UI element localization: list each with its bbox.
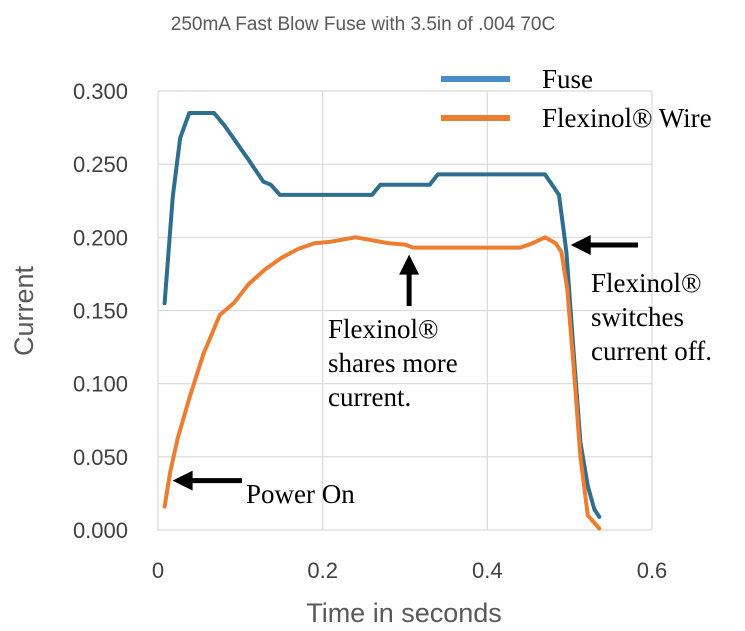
power-on-arrow-head bbox=[172, 470, 193, 491]
chart-title: 250mA Fast Blow Fuse with 3.5in of .004 … bbox=[171, 14, 555, 35]
legend-label-fuse: Fuse bbox=[542, 64, 593, 94]
switches-annotation: Flexinol® switches current off. bbox=[591, 268, 712, 366]
shares-annotation: Flexinol® shares more current. bbox=[328, 314, 458, 412]
series-lines bbox=[162, 111, 602, 531]
switches-annotation-line: Flexinol® bbox=[591, 268, 702, 298]
y-tick-label: 0.050 bbox=[73, 445, 128, 470]
switches-annotation-line: switches bbox=[591, 302, 684, 332]
x-axis-label: Time in seconds bbox=[306, 598, 502, 628]
series-line-fuse bbox=[162, 111, 602, 519]
y-tick-label: 0.250 bbox=[73, 152, 128, 177]
shares-annotation-line: Flexinol® bbox=[328, 314, 439, 344]
y-tick-label: 0.200 bbox=[73, 225, 128, 250]
switches-annotation-line: current off. bbox=[591, 336, 712, 366]
series-line-flexinol-wire bbox=[162, 235, 602, 531]
x-tick-label: 0 bbox=[152, 558, 164, 583]
y-tick-label: 0.000 bbox=[73, 518, 128, 543]
power-on-annotation: Power On bbox=[246, 479, 355, 509]
legend-label-flexinol-wire: Flexinol® Wire bbox=[542, 103, 712, 133]
power-on-annotation-line: Power On bbox=[246, 479, 355, 509]
shares-arrow-head bbox=[399, 254, 420, 275]
legend: Fuse Flexinol® Wire bbox=[441, 64, 712, 133]
y-tick-label: 0.300 bbox=[73, 79, 128, 104]
x-tick-label: 0.6 bbox=[637, 558, 668, 583]
switches-arrow-head bbox=[570, 235, 591, 255]
y-tick-label: 0.150 bbox=[73, 299, 128, 324]
axis-ticks: 0.000 0.050 0.100 0.150 0.200 0.250 0.300 0 0.2 0… bbox=[73, 79, 667, 583]
y-tick-label: 0.100 bbox=[73, 372, 128, 397]
shares-annotation-line: shares more bbox=[328, 348, 458, 378]
grid bbox=[157, 90, 653, 531]
y-axis-label: Current bbox=[9, 265, 39, 356]
x-tick-label: 0.4 bbox=[472, 558, 503, 583]
x-tick-label: 0.2 bbox=[307, 558, 338, 583]
shares-annotation-line: current. bbox=[328, 382, 411, 412]
